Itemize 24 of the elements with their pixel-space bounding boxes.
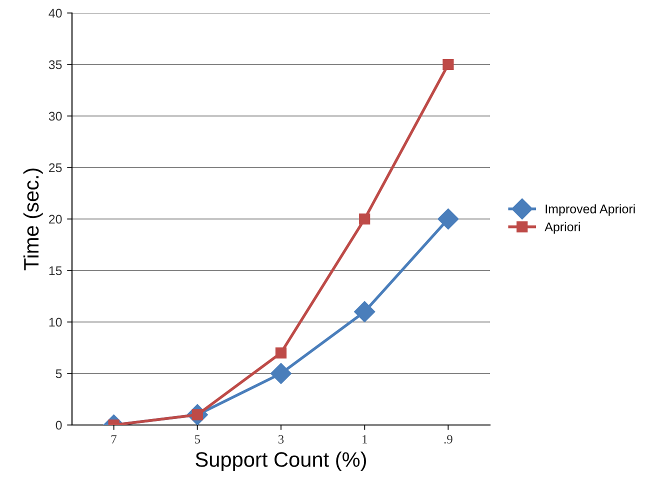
y-tick-label: 25 bbox=[49, 163, 62, 172]
y-tick-label: 10 bbox=[49, 318, 62, 327]
y-tick-label: 30 bbox=[48, 112, 62, 121]
point bbox=[275, 347, 287, 358]
y-tick-label: 5 bbox=[56, 369, 62, 378]
x-tick-label: 3 bbox=[278, 435, 284, 444]
point bbox=[438, 208, 459, 230]
x-tick-label: 5 bbox=[195, 435, 200, 444]
legend-label: Apriori bbox=[544, 222, 580, 234]
y-axis-title: Time (sec.) bbox=[23, 168, 43, 270]
x-tick-label: .9 bbox=[444, 435, 452, 444]
y-tick-label: 15 bbox=[49, 266, 62, 276]
x-tick-label: 1 bbox=[362, 435, 367, 444]
point bbox=[270, 362, 292, 384]
x-tick-label: 7 bbox=[112, 435, 117, 444]
y-tick-label: 40 bbox=[48, 8, 62, 18]
point bbox=[359, 213, 370, 225]
x-axis-title: Support Count (%) bbox=[196, 452, 366, 472]
y-tick-label: 35 bbox=[48, 60, 62, 70]
point bbox=[442, 58, 454, 70]
y-tick-label: 20 bbox=[49, 214, 62, 224]
y-tick-label: 0 bbox=[56, 420, 62, 430]
legend-label: Improved Apriori bbox=[546, 204, 635, 216]
point bbox=[354, 301, 376, 322]
